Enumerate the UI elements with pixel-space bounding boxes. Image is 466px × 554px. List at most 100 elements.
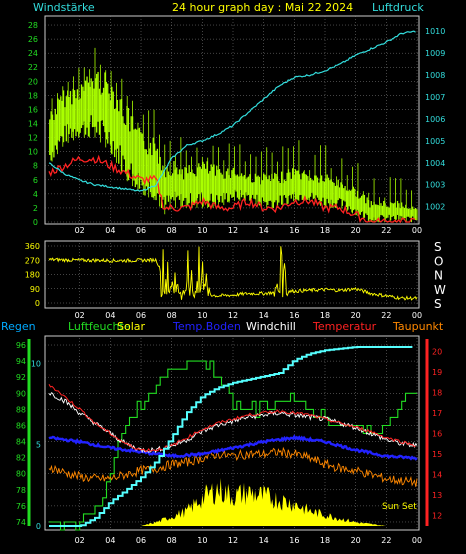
xtick: 04 [105,536,115,545]
ytick-pressure: 1006 [425,115,445,124]
ytick-pressure: 1008 [425,71,445,80]
xtick: 20 [351,311,361,320]
tick-labels: 0246810121416182022242628100210031004100… [16,21,446,545]
ytick-pressure: 1002 [425,203,445,212]
ytick-temp: 17 [432,409,442,418]
ytick-wind: 0 [33,218,38,227]
xtick: 08 [167,311,177,320]
legend-solar: Solar [117,320,146,333]
ytick-direction: 180 [25,271,40,280]
xtick: 04 [105,226,115,235]
ytick-temp: 20 [432,347,442,356]
legend-temp-boden: Temp.Boden [172,320,241,333]
xtick: 06 [136,226,146,235]
xtick: 00 [412,226,422,235]
temperature-line [48,384,416,452]
ytick-compass: S [434,240,442,254]
xtick: 10 [197,226,207,235]
ytick-wind: 22 [28,63,38,72]
left-axis-title: Windstärke [33,1,95,14]
xtick: 22 [381,226,391,235]
xtick: 08 [167,536,177,545]
ytick-humidity: 82 [16,454,26,463]
right-axis-title: Luftdruck [372,1,424,14]
ytick-humidity: 90 [16,389,26,398]
xtick: 14 [259,536,269,545]
ytick-temp: 14 [432,471,442,480]
ytick-pressure: 1004 [425,159,445,168]
xtick: 12 [228,226,238,235]
ytick-humidity: 84 [16,438,26,447]
ytick-compass: N [434,269,443,283]
xtick: 14 [259,311,269,320]
ytick-humidity: 96 [16,341,26,350]
legend-temperatur: Temperatur [312,320,377,333]
rain-line [49,346,413,527]
ytick-humidity: 92 [16,373,26,382]
ytick-humidity: 74 [16,518,26,527]
xtick: 02 [75,311,85,320]
ytick-direction: 360 [25,242,40,251]
ytick-direction: 90 [30,285,40,294]
ytick-rain: 5 [36,441,41,450]
xtick: 10 [197,536,207,545]
ytick-compass: W [434,283,446,297]
soil-temp-line [48,434,418,461]
pressure-line [48,30,416,192]
xtick: 14 [259,226,269,235]
ytick-pressure: 1003 [425,181,445,190]
ytick-humidity: 80 [16,470,26,479]
xtick: 18 [320,311,330,320]
ytick-temp: 19 [432,368,442,377]
direction-line [48,246,418,301]
xtick: 06 [136,311,146,320]
panel-climate-frame [44,335,420,531]
ytick-pressure: 1009 [425,49,445,58]
ytick-humidity: 88 [16,405,26,414]
xtick: 02 [75,226,85,235]
chart-marks [48,30,418,531]
page-title: 24 hour graph day : Mai 22 2024 [172,1,353,14]
ytick-wind: 10 [28,148,38,157]
xtick: 10 [197,311,207,320]
xtick: 18 [320,536,330,545]
ytick-humidity: 86 [16,421,26,430]
ytick-pressure: 1007 [425,93,445,102]
ytick-temp: 15 [432,450,442,459]
ytick-wind: 28 [28,21,38,30]
solar-area [49,478,417,526]
ytick-wind: 4 [33,190,38,199]
legend-luftfeuchte: Luftfeuchte [68,320,131,333]
dew-point-line [48,446,418,487]
panel-wind-frame [44,15,420,225]
ytick-direction: 270 [25,256,40,265]
xtick: 00 [412,536,422,545]
xtick: 22 [381,311,391,320]
ytick-rain: 0 [36,522,41,531]
xtick: 16 [289,536,299,545]
xtick: 20 [351,536,361,545]
ytick-wind: 2 [33,204,38,213]
ytick-rain: 10 [31,359,41,368]
ytick-pressure: 1005 [425,137,445,146]
ytick-humidity: 94 [16,357,26,366]
ytick-temp: 16 [432,430,442,439]
ytick-wind: 26 [28,35,38,44]
xtick: 16 [289,226,299,235]
xtick: 04 [105,311,115,320]
ytick-wind: 12 [28,134,38,143]
xtick: 18 [320,226,330,235]
xtick: 06 [136,536,146,545]
ytick-wind: 8 [33,162,38,171]
xtick: 00 [412,311,422,320]
ytick-wind: 20 [28,77,38,86]
xtick: 12 [228,311,238,320]
ytick-wind: 18 [28,91,38,100]
legend: Regen Luftfeuchte Solar Temp.Boden Windc… [1,320,444,333]
avg-wind-line [48,154,416,224]
ytick-wind: 6 [33,176,38,185]
ytick-humidity: 78 [16,486,26,495]
legend-taupunkt: Taupunkt [392,320,444,333]
ytick-wind: 14 [28,120,38,129]
